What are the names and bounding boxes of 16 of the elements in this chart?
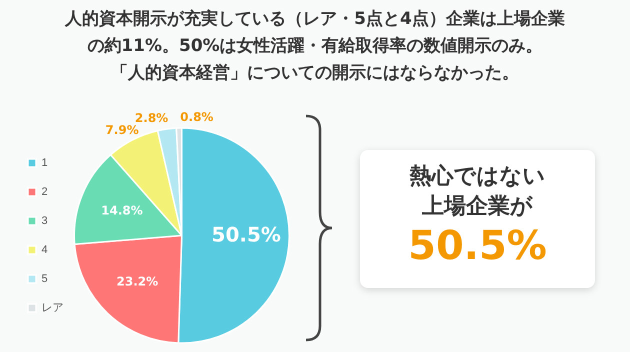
legend-label: 5: [42, 273, 48, 286]
data-label: 23.2%: [116, 274, 158, 288]
data-label: 0.8%: [180, 110, 214, 124]
chart-subtitle: 「人的資本経営」についての開示にはならなかった。: [110, 62, 520, 85]
legend-label: 2: [42, 186, 48, 198]
data-label: 50.5%: [212, 222, 281, 247]
text: 熱心ではない上場企業が: [408, 162, 546, 221]
legend-label: レア: [42, 302, 64, 314]
data-label: 14.8%: [101, 204, 143, 218]
chart-title: 人的資本開示が充実している（レア・5点と4点）企業は上場企業の約11%。50%は女性活躍・有給取得率の数値開示のみ。: [64, 8, 566, 58]
legend-label: 1: [42, 157, 48, 170]
legend-label: 4: [42, 244, 48, 256]
legend-label: 3: [42, 215, 48, 228]
data-label: 7.9%: [105, 123, 139, 138]
text: 50.5%: [407, 222, 548, 270]
data-label: 2.8%: [134, 111, 168, 126]
